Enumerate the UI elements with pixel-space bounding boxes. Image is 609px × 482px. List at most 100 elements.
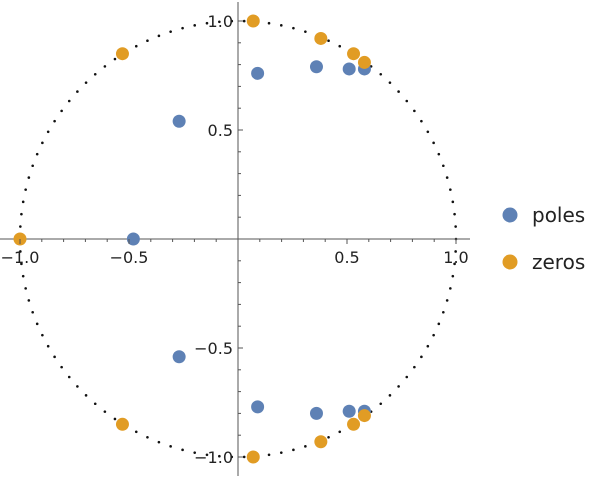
zeros-point: [115, 47, 129, 61]
zeros-point: [357, 409, 371, 423]
unit-circle-dot: [113, 57, 117, 61]
unit-circle-dot: [304, 445, 307, 448]
poles-point: [309, 60, 323, 74]
zeros-point: [314, 435, 328, 449]
unit-circle-dot: [230, 455, 234, 459]
unit-circle-dot: [35, 152, 39, 156]
unit-circle-dot: [157, 440, 161, 444]
unit-circle-dot: [449, 287, 452, 290]
unit-circle-dot: [218, 454, 221, 458]
unit-circle-dot: [103, 65, 107, 68]
unit-circle-dot: [397, 385, 400, 388]
unit-circle-dot: [24, 287, 27, 290]
unit-circle-dot: [338, 44, 342, 48]
poles-point: [309, 406, 323, 420]
unit-circle-dot: [76, 90, 79, 93]
poles-point: [251, 66, 265, 80]
unit-circle-dot: [53, 119, 56, 123]
unit-circle-dot: [442, 164, 445, 168]
poles-legend-swatch: [502, 207, 518, 223]
zeros-point: [357, 55, 371, 69]
unit-circle-dot: [420, 355, 423, 359]
y-tick-label: −0.5: [194, 339, 233, 358]
poles-point: [126, 232, 140, 246]
unit-circle-dot: [67, 99, 71, 103]
unit-circle-dot: [60, 365, 63, 369]
unit-circle-dot: [437, 322, 441, 326]
unit-circle-dot: [31, 310, 34, 314]
unit-circle-dot: [445, 299, 449, 302]
unit-circle-dot: [24, 188, 27, 191]
unit-circle-dot: [20, 212, 23, 216]
unit-circle-dot: [279, 24, 283, 27]
unit-circle-dot: [193, 24, 197, 27]
unit-circle-dot: [454, 225, 457, 228]
unit-circle-dot: [84, 394, 88, 397]
unit-circle-dot: [426, 344, 430, 348]
unit-circle-dot: [27, 176, 31, 179]
unit-circle-dot: [41, 141, 44, 145]
axes: [0, 2, 470, 476]
unit-circle-dot: [53, 355, 56, 359]
unit-circle-dot: [327, 435, 330, 439]
zeros-point: [115, 417, 129, 431]
unit-circle-dot: [413, 109, 416, 113]
unit-circle-dot: [267, 453, 271, 457]
unit-circle-dot: [93, 402, 97, 406]
unit-circle-dot: [304, 30, 307, 33]
unit-circle-dot: [451, 274, 455, 278]
unit-circle-dot: [426, 130, 430, 134]
unit-circle-dot: [242, 19, 246, 23]
unit-circle-dot: [413, 365, 416, 369]
poles-point: [342, 62, 356, 76]
unit-circle-dot: [31, 164, 34, 168]
legend: poles zeros: [502, 203, 585, 274]
poles-point: [172, 114, 186, 128]
unit-circle-dot: [146, 435, 149, 439]
zeros-point: [246, 14, 260, 28]
unit-circle-dot: [242, 455, 246, 459]
unit-circle-dot: [19, 250, 22, 253]
unit-circle-dot: [21, 200, 25, 204]
unit-circle-dot: [134, 44, 138, 48]
unit-circle-dot: [230, 19, 234, 23]
unit-circle-dot: [420, 119, 423, 123]
unit-circle-dot: [453, 262, 456, 266]
zeros-point: [347, 417, 361, 431]
poles-point: [172, 350, 186, 364]
unit-circle-dot: [454, 250, 457, 253]
unit-circle-dot: [60, 109, 63, 113]
unit-circle-dot: [405, 99, 409, 103]
unit-circle-dot: [432, 333, 435, 337]
unit-circle-dot: [134, 430, 138, 434]
zeros-point: [347, 47, 361, 61]
unit-circle-dot: [379, 72, 383, 76]
unit-circle-dot: [19, 225, 22, 228]
unit-circle-dot: [338, 430, 342, 434]
unit-circle-dot: [146, 39, 149, 43]
x-tick-label: 1.0: [443, 248, 468, 267]
unit-circle-dot: [181, 448, 184, 452]
unit-circle-dot: [437, 152, 441, 156]
unit-circle-dot: [327, 39, 330, 43]
unit-circle-dot: [93, 72, 97, 76]
unit-circle-dot: [388, 81, 392, 84]
y-tick-label: −1.0: [194, 448, 233, 467]
unit-circle-dot: [84, 81, 88, 84]
unit-circle-dot: [449, 188, 452, 191]
unit-circle-dot: [218, 20, 221, 24]
unit-circle-dot: [205, 21, 209, 25]
unit-circle-dot: [20, 262, 23, 266]
unit-circle-dot: [267, 21, 271, 25]
unit-circle-dot: [41, 333, 44, 337]
unit-circle-dot: [453, 212, 456, 216]
unit-circle-dot: [442, 310, 445, 314]
unit-circle-dot: [169, 445, 172, 448]
poles-point: [251, 400, 265, 414]
unit-circle-dot: [169, 30, 172, 33]
x-tick-label: −0.5: [110, 248, 149, 267]
zeros-legend-swatch: [502, 254, 518, 270]
unit-circle-dot: [445, 176, 449, 179]
unit-circle-dot: [193, 451, 197, 454]
